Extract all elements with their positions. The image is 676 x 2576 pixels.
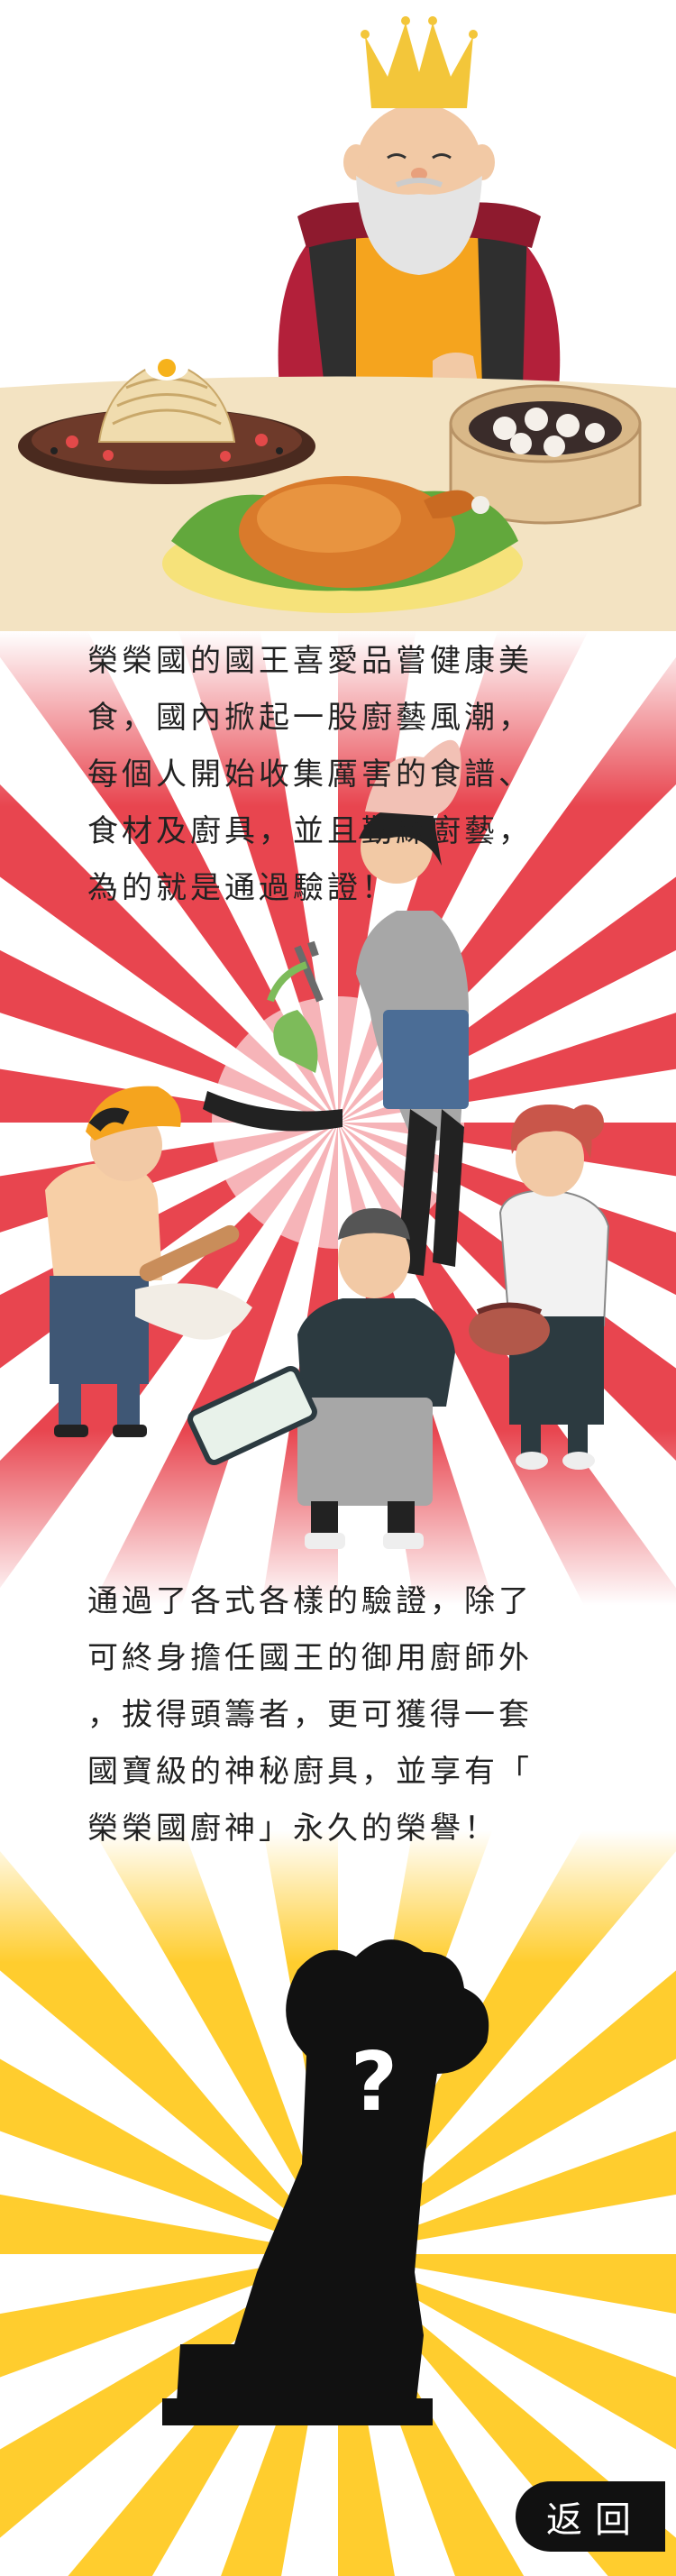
sunburst-ray — [221, 2254, 338, 2576]
story-line: 每個人開始收集厲害的食譜、 — [87, 756, 533, 793]
mystery-trophy-illustration: ? — [162, 1939, 489, 2425]
king-illustration — [278, 16, 561, 388]
mystery-question-mark: ? — [351, 2035, 397, 2130]
sunburst-ray — [0, 2194, 338, 2254]
crown-icon — [361, 16, 478, 108]
story-line: 榮榮國廚神」永久的榮譽！ — [87, 1811, 498, 1847]
story-reward-paragraph: 通過了各式各樣的驗證，除了 可終身擔任國王的御用廚師外 ，拔得頭籌者，更可獲得一… — [87, 1573, 610, 1857]
sunburst-ray — [338, 2254, 676, 2450]
chef-with-whisk-bowl-illustration — [469, 1105, 610, 1470]
story-intro-paragraph: 榮榮國的國王喜愛品嘗健康美 食，國內掀起一股廚藝風潮， 每個人開始收集厲害的食譜… — [87, 633, 610, 917]
pasta-plate-illustration — [18, 355, 315, 484]
story-line: 通過了各式各樣的驗證，除了 — [87, 1583, 533, 1619]
story-line: 榮榮國的國王喜愛品嘗健康美 — [87, 643, 533, 679]
back-button[interactable]: 返回 — [516, 2481, 665, 2552]
sunburst-ray — [338, 2254, 676, 2315]
story-line: 可終身擔任國王的御用廚師外 — [87, 1640, 533, 1676]
story-line: 國寶級的神秘廚具，並享有「 — [87, 1754, 533, 1790]
story-line: ，拔得頭籌者，更可獲得一套 — [87, 1697, 533, 1733]
story-line: 食，國內掀起一股廚藝風潮， — [87, 700, 533, 736]
roast-chicken-illustration — [162, 476, 523, 613]
chef-with-rolling-pin-illustration — [45, 1086, 252, 1437]
story-line: 為的就是通過驗證！ — [87, 870, 396, 906]
story-line: 食材及廚具，並且勤練廚藝， — [87, 813, 533, 849]
chef-with-cutting-board-illustration — [187, 1208, 455, 1549]
